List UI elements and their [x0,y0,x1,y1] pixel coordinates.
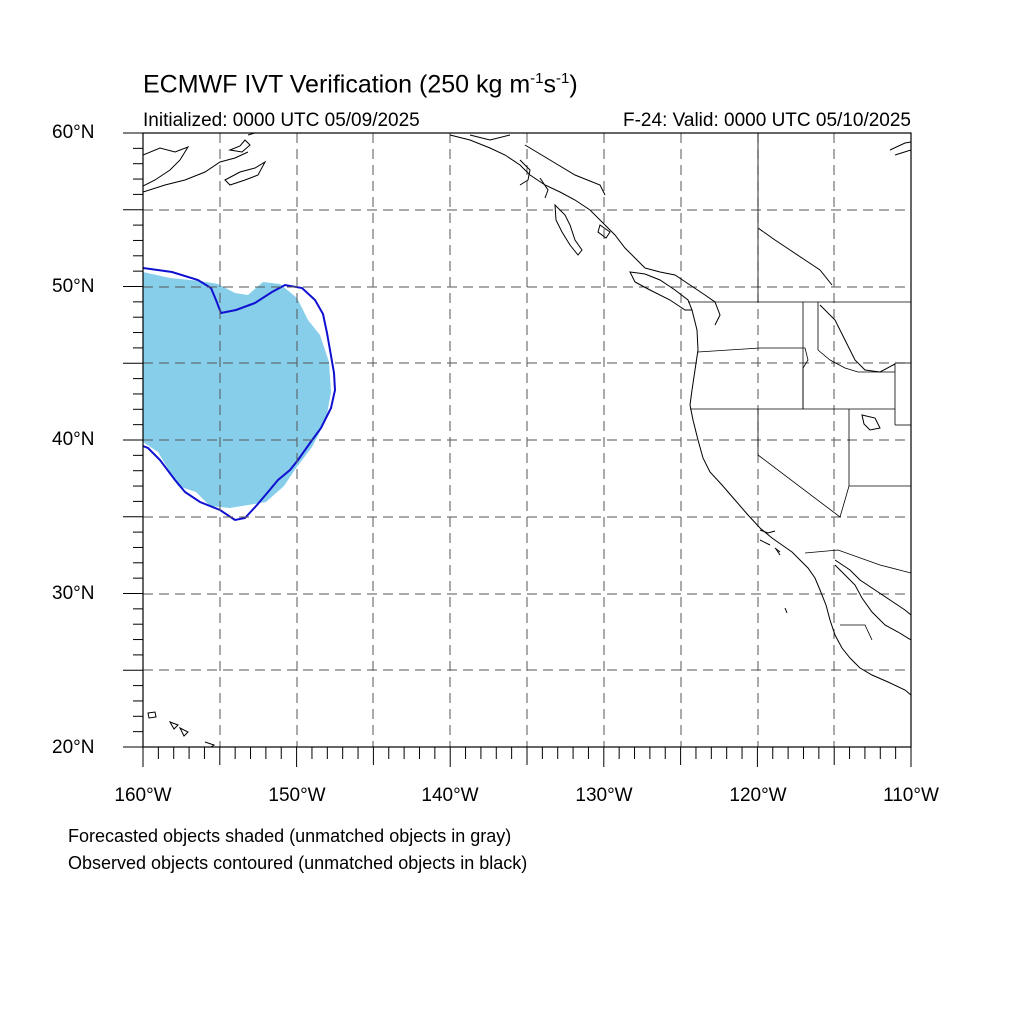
lon-label-120w: 120°W [729,785,787,806]
forecast-ivt-object [143,272,331,508]
lon-label-160w: 160°W [114,785,172,806]
chart-title: ECMWF IVT Verification (250 kg m-1s-1) [143,70,578,99]
lat-label-60n: 60°N [52,122,95,143]
lon-label-130w: 130°W [575,785,633,806]
lon-label-140w: 140°W [421,785,479,806]
forecast-legend-note: Forecasted objects shaded (unmatched obj… [68,826,512,846]
lat-label-40n: 40°N [52,429,95,450]
graticule [143,133,911,747]
valid-time: F-24: Valid: 0000 UTC 05/10/2025 [623,110,911,131]
lon-label-150w: 150°W [268,785,326,806]
lat-label-30n: 30°N [52,583,95,604]
lon-label-110w: 110°W [883,785,939,806]
observed-legend-note: Observed objects contoured (unmatched ob… [68,853,528,873]
lat-label-50n: 50°N [52,276,95,297]
political-borders [688,133,911,641]
axis-ticks [123,132,912,767]
initialized-time: Initialized: 0000 UTC 05/09/2025 [143,110,420,131]
coastlines [143,133,911,747]
lat-label-20n: 20°N [52,737,95,758]
observed-ivt-contour [143,267,337,522]
